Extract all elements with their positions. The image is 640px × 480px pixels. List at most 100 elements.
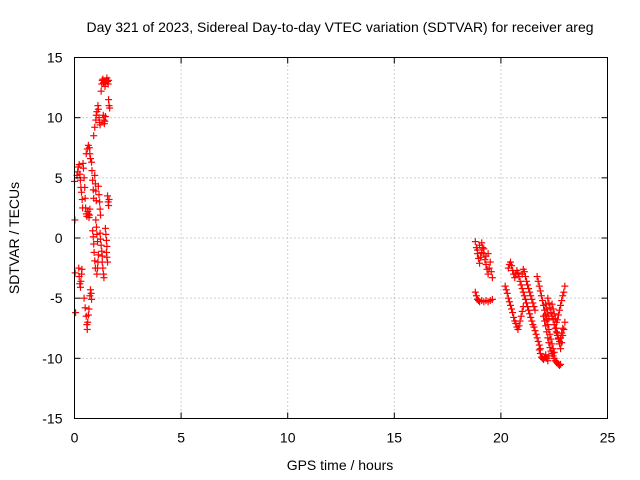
y-tick-label: 10 xyxy=(47,110,63,126)
data-point xyxy=(546,344,554,352)
data-point xyxy=(91,257,99,265)
data-point xyxy=(543,328,551,336)
y-tick-label: 15 xyxy=(47,50,63,66)
data-point xyxy=(88,158,96,166)
x-tick-label: 25 xyxy=(600,430,616,446)
data-point xyxy=(537,292,545,300)
data-point xyxy=(94,182,102,190)
data-point xyxy=(486,258,494,266)
data-point xyxy=(104,258,112,266)
data-point xyxy=(90,248,98,256)
data-point xyxy=(549,305,557,313)
data-point xyxy=(86,150,94,158)
data-point xyxy=(480,245,488,253)
data-point xyxy=(96,121,104,129)
data-point xyxy=(476,259,484,267)
x-tick-labels: 0 5 10 15 20 25 xyxy=(71,430,616,446)
data-point xyxy=(528,317,536,325)
data-point xyxy=(533,334,541,342)
data-point xyxy=(529,299,537,307)
data-point xyxy=(472,292,480,300)
data-point xyxy=(509,309,517,317)
data-point xyxy=(527,313,535,321)
data-point xyxy=(528,295,536,303)
y-tick-label: 0 xyxy=(55,230,63,246)
data-point xyxy=(530,303,538,311)
data-point xyxy=(516,317,524,325)
data-point xyxy=(553,316,561,324)
data-point xyxy=(105,202,113,210)
data-point xyxy=(542,300,550,308)
data-point xyxy=(502,286,510,294)
data-point xyxy=(506,301,514,309)
data-point xyxy=(78,195,86,203)
x-tick-label: 10 xyxy=(280,430,296,446)
data-point xyxy=(526,288,534,296)
data-point xyxy=(540,312,548,320)
data-point xyxy=(554,334,562,342)
data-point xyxy=(559,324,567,332)
data-point xyxy=(89,176,97,184)
data-point xyxy=(510,313,518,321)
data-point xyxy=(536,287,544,295)
data-point xyxy=(508,305,516,313)
data-point xyxy=(81,194,89,202)
data-point xyxy=(550,310,558,318)
data-point xyxy=(80,294,88,302)
data-point xyxy=(518,307,526,315)
y-tick-label: -5 xyxy=(50,290,63,306)
data-point xyxy=(81,304,89,312)
x-tick-label: 15 xyxy=(387,430,403,446)
data-point xyxy=(473,246,481,254)
data-point xyxy=(76,283,84,291)
data-point xyxy=(478,239,486,247)
data-point xyxy=(544,334,552,342)
data-point xyxy=(101,224,109,232)
data-point xyxy=(525,285,533,293)
data-point xyxy=(488,295,496,303)
data-point xyxy=(522,299,530,307)
data-point xyxy=(92,216,100,224)
data-point xyxy=(526,310,534,318)
data-point xyxy=(556,362,564,370)
data-point xyxy=(96,229,104,237)
data-point xyxy=(97,211,105,219)
data-point xyxy=(532,330,540,338)
data-point xyxy=(520,292,528,300)
data-point xyxy=(533,273,541,281)
data-point xyxy=(84,311,92,319)
data-point xyxy=(105,195,113,203)
data-point xyxy=(95,191,103,199)
data-point xyxy=(535,282,543,290)
x-tick-label: 0 xyxy=(71,430,79,446)
data-point xyxy=(471,288,479,296)
data-point xyxy=(553,329,561,337)
data-point xyxy=(552,324,560,332)
chart-title: Day 321 of 2023, Sidereal Day-to-day VTE… xyxy=(86,19,593,35)
data-point xyxy=(542,351,550,359)
y-tick-label: 5 xyxy=(55,170,63,186)
data-point xyxy=(544,357,552,365)
data-point xyxy=(544,310,552,318)
data-point xyxy=(103,242,111,250)
data-point xyxy=(525,306,533,314)
x-axis-label: GPS time / hours xyxy=(287,457,394,473)
data-point xyxy=(92,187,100,195)
data-point xyxy=(538,297,546,305)
data-point xyxy=(511,274,519,282)
data-points xyxy=(71,74,569,370)
grid-lines xyxy=(74,57,608,419)
data-point xyxy=(557,345,565,353)
data-point xyxy=(541,317,549,325)
data-point xyxy=(559,331,567,339)
data-point xyxy=(96,198,104,206)
data-point xyxy=(102,230,110,238)
data-point xyxy=(88,167,96,175)
data-point xyxy=(93,230,101,238)
data-point xyxy=(86,286,94,294)
data-point xyxy=(84,210,92,218)
data-point xyxy=(471,238,479,246)
data-point xyxy=(544,294,552,302)
data-point xyxy=(534,337,542,345)
